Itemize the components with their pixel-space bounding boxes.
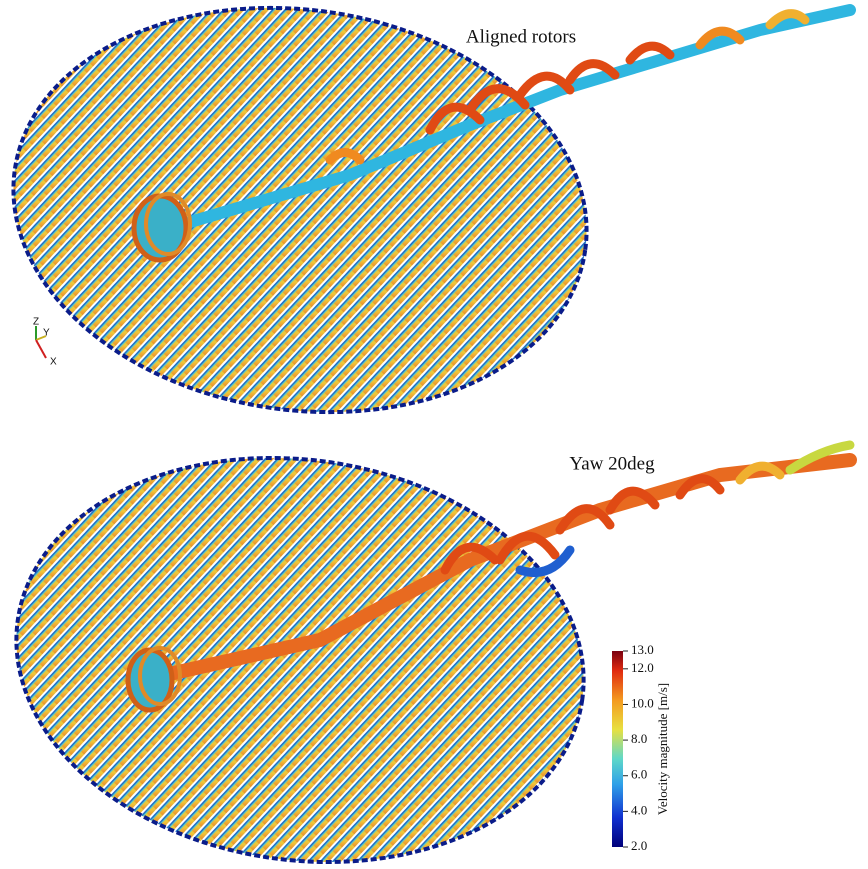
colorbar-tick-label: 13.0 bbox=[631, 642, 654, 657]
axis-label: Z bbox=[33, 317, 39, 328]
colorbar-tick-label: 4.0 bbox=[631, 802, 647, 817]
panel-aligned: Aligned rotors bbox=[0, 0, 850, 448]
colorbar-gradient bbox=[612, 651, 623, 847]
panel-yaw: Yaw 20deg bbox=[0, 422, 850, 869]
colorbar-tick-label: 12.0 bbox=[631, 660, 654, 675]
axes-triad: Z Y X bbox=[33, 317, 57, 368]
scene: Aligned rotors Z Y X Yaw 20deg Velocity … bbox=[0, 0, 868, 869]
colorbar-tick-label: 2.0 bbox=[631, 838, 647, 853]
disk bbox=[0, 0, 613, 448]
colorbar-label: Velocity magnitude [m/s] bbox=[655, 683, 670, 815]
axis-label: Y bbox=[43, 328, 50, 339]
axis-label: X bbox=[50, 357, 57, 368]
colorbar: Velocity magnitude [m/s] 13.0 12.0 10.0 8.0… bbox=[612, 642, 670, 853]
colorbar-tick-label: 8.0 bbox=[631, 731, 647, 746]
panel-title: Yaw 20deg bbox=[569, 453, 655, 474]
colorbar-tick-label: 6.0 bbox=[631, 767, 647, 782]
panel-title: Aligned rotors bbox=[466, 26, 576, 47]
colorbar-tick-label: 10.0 bbox=[631, 695, 654, 710]
